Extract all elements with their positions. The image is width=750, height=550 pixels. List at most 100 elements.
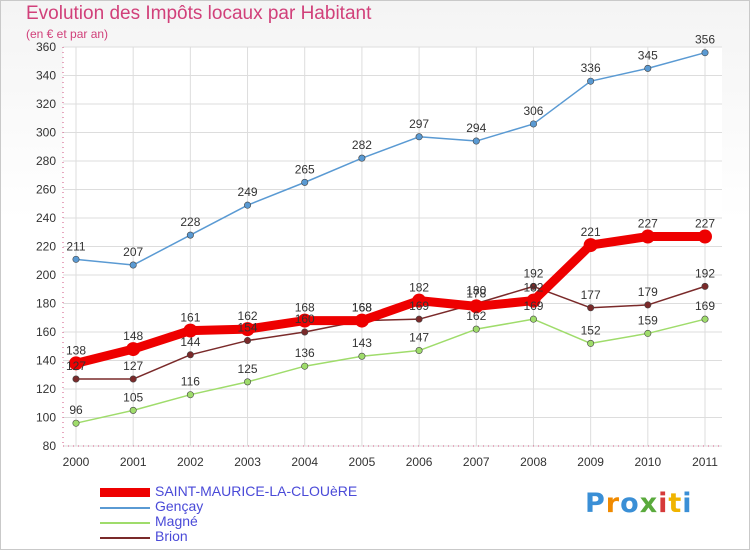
data-point	[126, 342, 141, 357]
logo-letter: r	[605, 488, 621, 519]
y-tick-label: 100	[36, 411, 56, 425]
legend-label: Brion	[155, 528, 188, 544]
data-label: 127	[123, 359, 143, 373]
x-tick-label: 2010	[634, 455, 661, 469]
x-tick-label: 2004	[291, 455, 318, 469]
data-label: 192	[695, 266, 715, 280]
data-point	[472, 325, 480, 333]
data-point	[301, 362, 309, 370]
data-point	[415, 347, 423, 355]
x-tick-label: 2007	[463, 455, 490, 469]
data-point	[469, 299, 484, 314]
data-label: 169	[523, 299, 543, 313]
logo-letter: i	[682, 488, 693, 519]
data-point	[529, 120, 537, 128]
data-point	[69, 356, 83, 371]
logo-letter: o	[620, 488, 640, 519]
data-point	[587, 339, 595, 347]
logo-letter: x	[639, 488, 659, 519]
data-label: 227	[695, 217, 715, 231]
data-point	[186, 351, 194, 359]
data-label: 96	[69, 403, 83, 417]
legend-swatch	[100, 507, 150, 509]
data-point	[129, 375, 137, 383]
legend-swatch	[100, 488, 150, 497]
data-label: 168	[352, 301, 372, 315]
data-point	[244, 201, 252, 209]
data-point	[644, 329, 652, 337]
data-label: 227	[638, 217, 658, 231]
data-label: 294	[466, 121, 486, 135]
data-point	[529, 315, 537, 323]
legend-label: SAINT-MAURICE-LA-CLOUèRE	[155, 483, 358, 499]
data-label: 180	[466, 284, 486, 298]
data-point	[186, 391, 194, 399]
series-line	[75, 285, 706, 380]
data-label: 306	[523, 104, 543, 118]
y-tick-label: 300	[36, 126, 56, 140]
data-label: 177	[581, 288, 601, 302]
data-label: 356	[695, 33, 715, 47]
data-point	[698, 229, 712, 244]
x-tick-label: 2011	[692, 455, 718, 469]
y-tick-label: 340	[36, 69, 56, 83]
data-label: 192	[523, 266, 543, 280]
legend-swatch	[100, 522, 150, 524]
x-tick-label: 2008	[520, 455, 547, 469]
data-point	[358, 352, 366, 360]
data-label: 178	[466, 286, 486, 300]
data-label: 154	[238, 321, 258, 335]
x-tick-label: 2005	[349, 455, 376, 469]
data-label: 162	[466, 309, 486, 323]
data-point	[701, 49, 709, 57]
y-tick-label: 80	[43, 439, 57, 453]
data-label: 148	[123, 329, 143, 343]
data-label: 136	[295, 346, 315, 360]
data-point	[183, 323, 198, 338]
data-point	[186, 231, 194, 239]
data-label: 105	[123, 390, 143, 404]
data-label: 138	[66, 343, 86, 357]
y-tick-label: 260	[36, 183, 56, 197]
data-label: 282	[352, 138, 372, 152]
x-tick-label: 2006	[406, 455, 433, 469]
data-point	[415, 315, 423, 323]
data-point	[72, 255, 80, 263]
series-line	[75, 51, 706, 266]
data-point	[72, 375, 80, 383]
data-label: 162	[238, 309, 258, 323]
data-point	[529, 282, 537, 290]
data-point	[129, 261, 137, 269]
y-tick-label: 120	[36, 382, 56, 396]
x-tick-label: 2003	[234, 455, 261, 469]
data-point	[526, 293, 541, 308]
data-label: 125	[238, 362, 258, 376]
data-point	[472, 137, 480, 145]
data-label: 345	[638, 48, 658, 62]
data-point	[358, 154, 366, 162]
data-label: 179	[638, 285, 658, 299]
data-label: 207	[123, 245, 143, 259]
data-label: 116	[181, 375, 200, 389]
data-label: 168	[352, 301, 372, 315]
data-label: 249	[238, 185, 258, 199]
data-point	[244, 378, 252, 386]
data-point	[644, 64, 652, 72]
y-tick-label: 280	[36, 154, 56, 168]
data-point	[301, 328, 309, 336]
y-tick-label: 200	[36, 268, 56, 282]
series-line	[71, 232, 710, 368]
data-label: 182	[523, 281, 543, 295]
logo-letter: t	[668, 488, 683, 519]
x-tick-label: 2002	[177, 455, 204, 469]
data-point	[415, 133, 423, 141]
logo-letter: i	[658, 488, 669, 519]
data-label: 169	[695, 299, 715, 313]
data-point	[354, 313, 369, 328]
data-label: 221	[581, 225, 601, 239]
data-label: 127	[66, 359, 86, 373]
data-point	[244, 337, 252, 345]
data-point	[640, 229, 655, 244]
y-tick-label: 240	[36, 211, 56, 225]
